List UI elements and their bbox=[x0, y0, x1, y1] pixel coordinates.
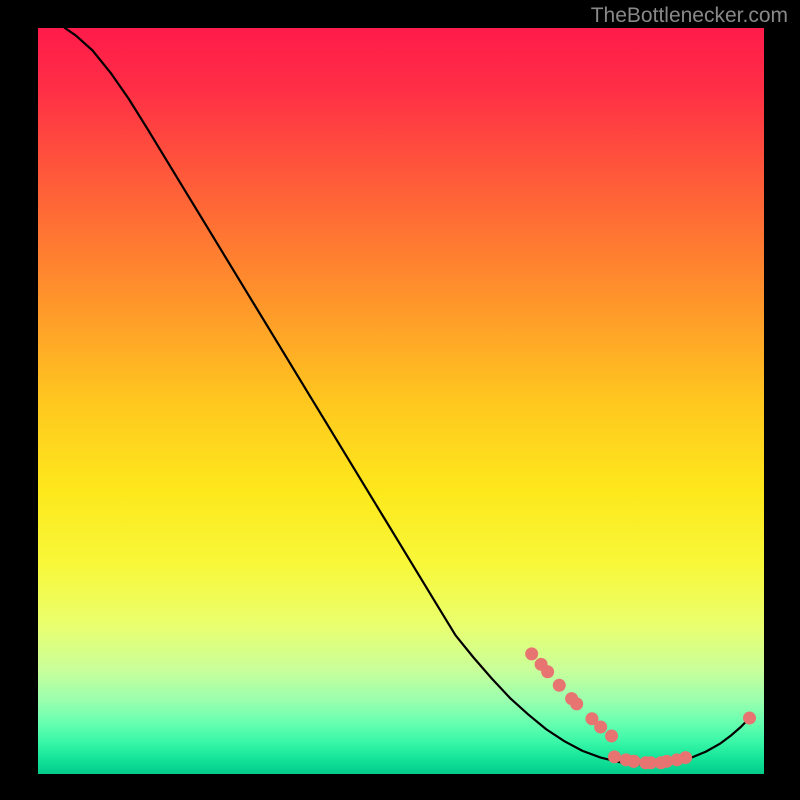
data-marker bbox=[570, 697, 583, 710]
data-marker bbox=[608, 750, 621, 763]
gradient-background bbox=[38, 28, 764, 774]
data-marker bbox=[525, 647, 538, 660]
watermark-text: TheBottlenecker.com bbox=[591, 4, 788, 28]
data-marker bbox=[594, 721, 607, 734]
plot-area bbox=[38, 28, 764, 774]
data-marker bbox=[628, 755, 641, 768]
data-marker bbox=[553, 679, 566, 692]
data-marker bbox=[679, 751, 692, 764]
data-marker bbox=[541, 665, 554, 678]
chart-svg bbox=[38, 28, 764, 774]
chart-container: TheBottlenecker.com bbox=[0, 0, 800, 800]
data-marker bbox=[605, 729, 618, 742]
data-marker bbox=[743, 712, 756, 725]
